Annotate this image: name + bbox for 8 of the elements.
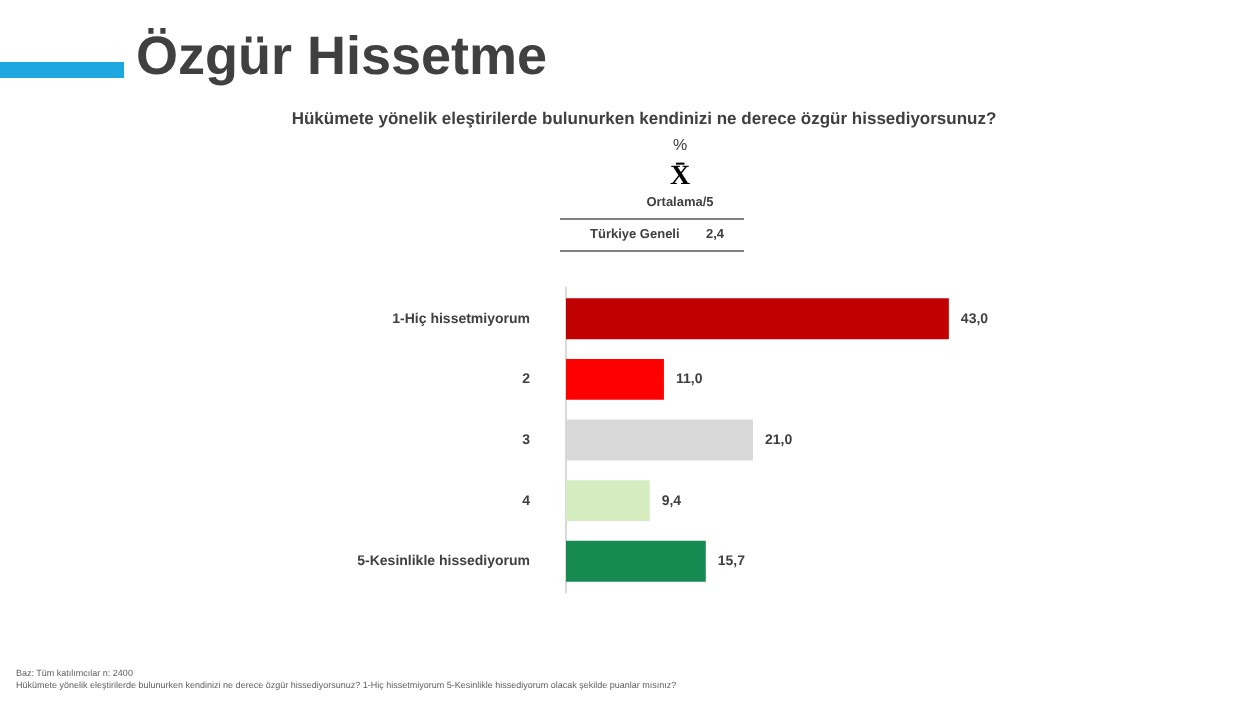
bar — [566, 540, 706, 582]
bar — [566, 358, 664, 400]
text: X̄ — [667, 162, 693, 194]
bar — [566, 480, 650, 522]
chart-subtitle: Hükümete yönelik eleştirilerde bulunurken kendinizi ne derece özgür hissediyorsunuz? — [289, 108, 999, 128]
chart-title: Özgür Hissetme — [136, 26, 548, 88]
text: % — [670, 136, 690, 154]
bar — [566, 298, 949, 340]
